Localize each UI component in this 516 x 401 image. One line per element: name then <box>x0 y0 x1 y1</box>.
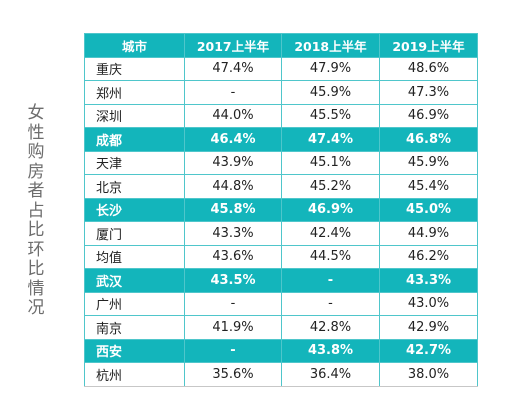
value-cell-2018: 44.5% <box>281 244 380 269</box>
value-cell-2017: - <box>184 80 282 105</box>
table-row: 成都 46.4% 47.4% 46.8% <box>84 127 478 152</box>
value-cell-2017: 43.6% <box>184 244 282 269</box>
value-cell-2018: 36.4% <box>281 362 380 387</box>
table-row: 杭州 35.6% 36.4% 38.0% <box>84 362 478 387</box>
column-header-2018: 2018上半年 <box>281 33 380 58</box>
city-cell: 厦门 <box>84 221 185 246</box>
value-cell-2017: - <box>184 291 282 316</box>
value-cell-2017: 41.9% <box>184 315 282 340</box>
data-table: 城市 2017上半年 2018上半年 2019上半年 重庆 47.4% 47.9% 4… <box>84 33 478 387</box>
city-cell: 西安 <box>84 338 185 363</box>
table-body: 重庆 47.4% 47.9% 48.6% 郑州 -45.9% 47.3% 深圳 44.0% 45.… <box>84 56 478 387</box>
city-cell: 成都 <box>84 127 185 152</box>
value-cell-2018: 42.4% <box>281 221 380 246</box>
city-cell: 均值 <box>84 244 185 269</box>
value-cell-2017: 43.3% <box>184 221 282 246</box>
city-cell: 南京 <box>84 315 185 340</box>
table-row: 北京 44.8% 45.2% 45.4% <box>84 174 478 199</box>
value-cell-2018: 47.9% <box>281 56 380 81</box>
value-cell-2019: 42.9% <box>379 315 478 340</box>
value-cell-2019: 38.0% <box>379 362 478 387</box>
table-row: 天津 43.9% 45.1% 45.9% <box>84 150 478 175</box>
city-cell: 杭州 <box>84 362 185 387</box>
value-cell-2018: 45.1% <box>281 150 380 175</box>
value-cell-2019: 46.8% <box>379 127 478 152</box>
value-cell-2017: - <box>184 338 282 363</box>
side-title-char: 况 <box>27 298 45 318</box>
side-title-char: 占 <box>27 200 45 221</box>
value-cell-2017: 47.4% <box>184 56 282 81</box>
value-cell-2019: 43.3% <box>379 268 478 293</box>
city-cell: 武汉 <box>84 268 185 293</box>
value-cell-2019: 42.7% <box>379 338 478 363</box>
value-cell-2019: 45.0% <box>379 197 478 222</box>
value-cell-2019: 46.2% <box>379 244 478 269</box>
side-title-char: 购 <box>27 142 45 162</box>
table-row: 武汉 43.5% -43.3% <box>84 268 478 293</box>
table-row: 长沙 45.8% 46.9% 45.0% <box>84 197 478 222</box>
side-title-char: 环 <box>27 239 45 260</box>
table-row: 均值 43.6% 44.5% 46.2% <box>84 244 478 269</box>
value-cell-2019: 46.9% <box>379 103 478 128</box>
side-title-char: 者 <box>27 181 45 201</box>
city-cell: 天津 <box>84 150 185 175</box>
value-cell-2018: 45.9% <box>281 80 380 105</box>
value-cell-2018: 45.5% <box>281 103 380 128</box>
value-cell-2019: 43.0% <box>379 291 478 316</box>
column-header-city: 城市 <box>84 33 185 58</box>
side-title-char: 房 <box>27 161 45 182</box>
side-title-char: 比 <box>27 220 45 240</box>
city-cell: 深圳 <box>84 103 185 128</box>
value-cell-2019: 47.3% <box>379 80 478 105</box>
city-cell: 广州 <box>84 291 185 316</box>
value-cell-2017: 46.4% <box>184 127 282 152</box>
value-cell-2017: 43.9% <box>184 150 282 175</box>
value-cell-2018: 47.4% <box>281 127 380 152</box>
value-cell-2018: 42.8% <box>281 315 380 340</box>
table-row: 西安 -43.8% 42.7% <box>84 338 478 363</box>
value-cell-2019: 44.9% <box>379 221 478 246</box>
city-cell: 郑州 <box>84 80 185 105</box>
value-cell-2017: 35.6% <box>184 362 282 387</box>
side-title-char: 女 <box>27 103 45 123</box>
city-cell: 重庆 <box>84 56 185 81</box>
table-row: 广州 - -43.0% <box>84 291 478 316</box>
value-cell-2018: - <box>281 268 380 293</box>
city-cell: 北京 <box>84 174 185 199</box>
city-cell: 长沙 <box>84 197 185 222</box>
value-cell-2019: 45.4% <box>379 174 478 199</box>
side-title-char: 情 <box>27 278 45 299</box>
value-cell-2019: 48.6% <box>379 56 478 81</box>
value-cell-2018: 43.8% <box>281 338 380 363</box>
table-row: 重庆 47.4% 47.9% 48.6% <box>84 56 478 81</box>
table-row: 南京 41.9% 42.8% 42.9% <box>84 315 478 340</box>
value-cell-2017: 43.5% <box>184 268 282 293</box>
value-cell-2017: 45.8% <box>184 197 282 222</box>
side-title-char: 比 <box>27 259 45 279</box>
table-row: 厦门 43.3% 42.4% 44.9% <box>84 221 478 246</box>
value-cell-2018: - <box>281 291 380 316</box>
value-cell-2018: 46.9% <box>281 197 380 222</box>
column-header-2019: 2019上半年 <box>379 33 478 58</box>
table-row: 深圳 44.0% 45.5% 46.9% <box>84 103 478 128</box>
table-row: 郑州 -45.9% 47.3% <box>84 80 478 105</box>
side-title-char: 性 <box>27 122 45 143</box>
table-header-row: 城市 2017上半年 2018上半年 2019上半年 <box>84 33 478 58</box>
value-cell-2018: 45.2% <box>281 174 380 199</box>
value-cell-2017: 44.8% <box>184 174 282 199</box>
side-title: 女性购房者占比环比情况 <box>24 103 48 319</box>
value-cell-2019: 45.9% <box>379 150 478 175</box>
value-cell-2017: 44.0% <box>184 103 282 128</box>
column-header-2017: 2017上半年 <box>184 33 282 58</box>
